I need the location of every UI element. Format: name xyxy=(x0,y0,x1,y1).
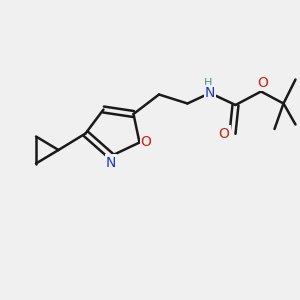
Text: N: N xyxy=(205,86,215,100)
Text: O: O xyxy=(141,136,152,149)
Text: N: N xyxy=(106,156,116,170)
Text: O: O xyxy=(219,127,230,140)
Text: O: O xyxy=(257,76,268,90)
Text: H: H xyxy=(204,78,213,88)
